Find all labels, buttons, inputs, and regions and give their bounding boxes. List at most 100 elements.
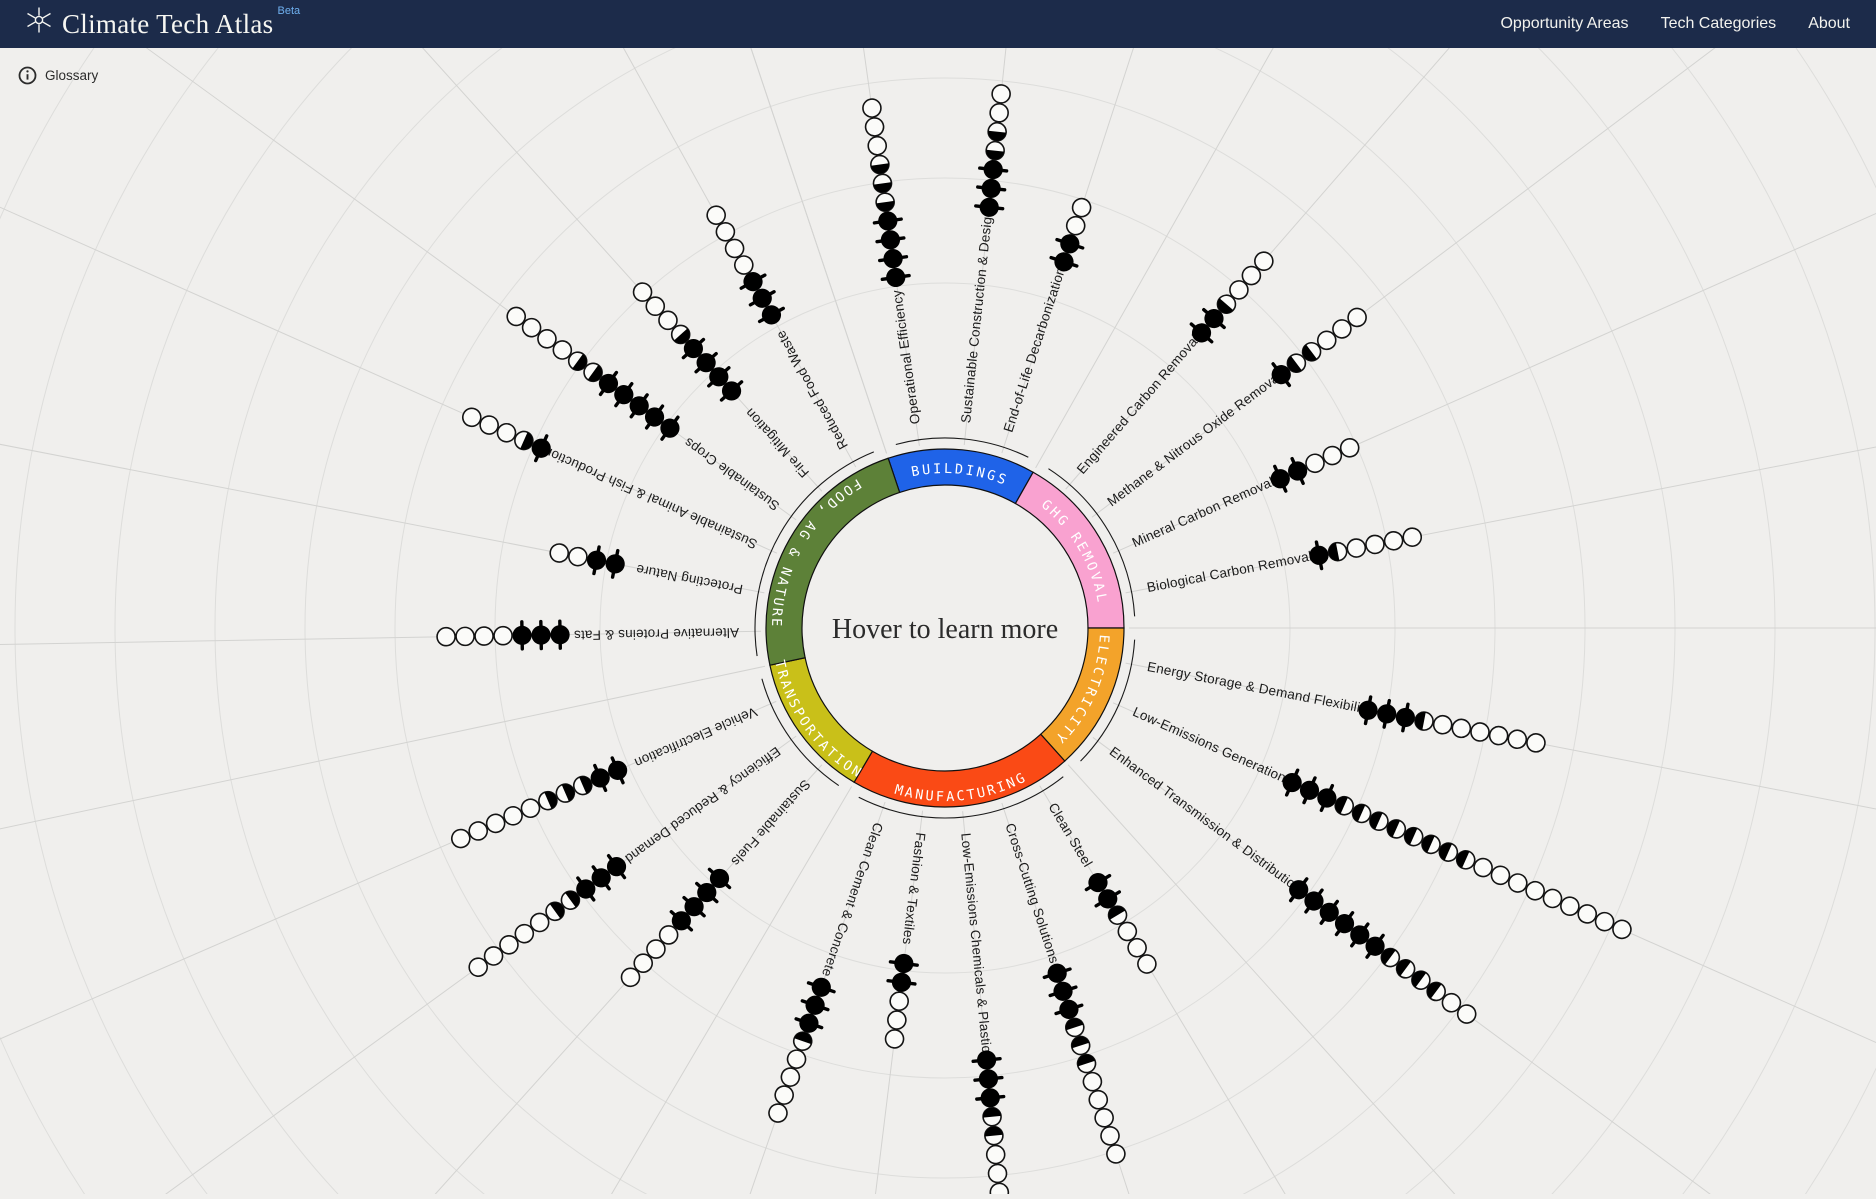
maturity-dot-half [987,122,1007,142]
maturity-dot-full [976,1087,1005,1109]
maturity-dot-empty [1451,718,1472,739]
maturity-dot-full [550,621,570,648]
grid-radial-line [0,107,777,553]
maturity-dot-full [793,1010,825,1037]
maturity-dot-empty [990,1183,1010,1194]
spoke-label: Fashion & Textiles [900,832,929,946]
grid-circle [15,0,1875,1194]
maturity-dot-empty [1346,537,1367,558]
spoke-sustainable-crops[interactable]: Sustainable Crops [504,304,783,514]
starburst-icon [26,7,52,33]
spoke-fire-mitigation[interactable]: Fire Mitigation [630,279,812,480]
spoke-label: Clean Cement & Concrete [819,821,886,979]
grid-radial-line [528,802,885,1194]
spoke-fashion-textiles[interactable]: Fashion & Textiles [885,832,929,1049]
spoke-label: Sustainable Animal & Fish Production [541,444,759,552]
maturity-dot-half [875,192,895,212]
brand-home-link[interactable]: Climate Tech Atlas Beta [26,2,300,46]
maturity-dot-empty [867,136,887,156]
spoke-label: Alternative Proteins & Fats [574,625,740,643]
spoke-label: Operational Efficiency [889,289,923,425]
spoke-vehicle-electrification[interactable]: Vehicle Electrification [449,704,760,850]
spoke-sustainable-construction-design[interactable]: Sustainable Construction & Design [958,84,1011,424]
spoke-low-emissions-chemicals-plastics[interactable]: Low-Emissions Chemicals & Plastics [958,832,1009,1194]
grid-radial-line [1113,107,1876,553]
maturity-dot-full [873,210,902,233]
spoke-clean-steel[interactable]: Clean Steel [1045,800,1159,976]
spoke-sustainable-animal-fish-production[interactable]: Sustainable Animal & Fish Production [460,405,760,551]
grid-circle [115,0,1775,1194]
nav-opportunity-areas[interactable]: Opportunity Areas [1500,15,1628,33]
spoke-label: End-of-Life Decarbonization [1001,265,1069,434]
spoke-end-of-life-decarbonization[interactable]: End-of-Life Decarbonization [1001,196,1093,434]
maturity-dot-full [1053,996,1085,1023]
maturity-dot-full [972,1049,1001,1071]
top-nav-bar: Climate Tech Atlas Beta Opportunity Area… [0,0,1876,48]
spoke-label: Energy Storage & Demand Flexibility [1146,659,1372,717]
grid-radial-line [1036,0,1576,468]
maturity-dot-empty [549,542,570,563]
maturity-dot-full [876,228,905,251]
maturity-dot-empty [986,1145,1006,1165]
maturity-dot-empty [887,1010,907,1030]
nav-about[interactable]: About [1808,15,1850,33]
maturity-dot-full [603,549,627,579]
maturity-dot-half [982,1107,1002,1127]
maturity-dot-full [974,1068,1003,1090]
spoke-engineered-carbon-removal[interactable]: Engineered Carbon Removal [1074,249,1277,477]
maturity-dot-half [1075,1052,1098,1075]
maturity-dot-empty [1383,530,1404,551]
maturity-dot-full [1375,699,1399,729]
maturity-dot-half [1063,1016,1086,1039]
grid-radial-line [1066,0,1785,489]
maturity-dot-empty [1081,1070,1104,1093]
spoke-label: Sustainable Fuels [728,777,813,869]
grid-radial-line [1093,737,1876,1194]
spoke-clean-cement-concrete[interactable]: Clean Cement & Concrete [767,821,886,1125]
grid-radial-line [539,0,887,454]
maturity-dot-empty [779,1066,802,1089]
maturity-dot-empty [1402,527,1423,548]
maturity-dot-full [1041,960,1073,987]
grid-radial-line [1068,765,1801,1194]
maturity-dot-empty [885,1029,905,1049]
maturity-dot-empty [864,117,884,137]
info-icon [18,66,37,85]
maturity-dot-full [1047,978,1079,1005]
grid-radial-line [1092,0,1876,517]
spoke-label: Vehicle Electrification [632,704,759,770]
maturity-dot-half [872,173,892,193]
spoke-reduced-food-waste[interactable]: Reduced Food Waste [704,203,851,452]
grid-circle [215,0,1675,1194]
spoke-cross-cutting-solutions[interactable]: Cross-Cutting Solutions [1002,821,1127,1165]
maturity-dot-empty [767,1102,790,1125]
grid-radial-line [295,787,851,1194]
grid-radial-line [1113,703,1876,1149]
glossary-button[interactable]: Glossary [18,66,98,85]
maturity-dot-empty [1093,1106,1116,1129]
spoke-label: Cross-Cutting Solutions [1002,821,1062,965]
maturity-dot-full [1393,702,1417,732]
maturity-dot-empty [437,628,455,646]
grid-circle [305,0,1585,1194]
maturity-dot-empty [1488,725,1509,746]
maturity-dot-empty [494,627,512,645]
spoke-label: Clean Steel [1045,800,1095,869]
spoke-label: Mineral Carbon Removal [1130,474,1277,550]
spoke-operational-efficiency[interactable]: Operational Efficiency [862,98,923,425]
spoke-sustainable-fuels[interactable]: Sustainable Fuels [618,777,814,990]
maturity-dot-empty [1507,729,1528,750]
nav-tech-categories[interactable]: Tech Categories [1661,15,1777,33]
spoke-biological-carbon-removal[interactable]: Biological Carbon Removal [1146,527,1423,596]
maturity-dot-empty [1525,732,1546,753]
maturity-dot-full [878,247,907,270]
maturity-dot-full [531,621,551,648]
spoke-label: Fire Mitigation [742,405,812,480]
glossary-label: Glossary [45,68,98,83]
maturity-dot-full [1054,230,1086,257]
spoke-alternative-proteins-fats[interactable]: Alternative Proteins & Fats [437,621,739,649]
spoke-protecting-nature[interactable]: Protecting Nature [549,542,744,597]
grid-radial-line [89,765,822,1194]
